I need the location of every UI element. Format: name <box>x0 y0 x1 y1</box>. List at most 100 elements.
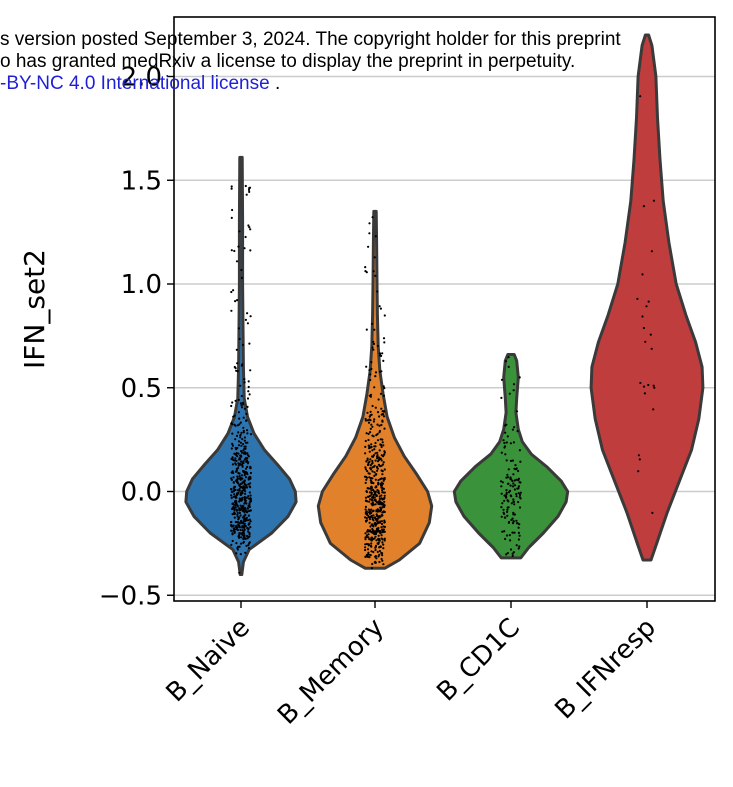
jitter-point <box>513 488 517 491</box>
jitter-point <box>377 534 380 537</box>
jitter-point <box>237 491 240 494</box>
jitter-point <box>363 475 367 478</box>
jitter-point <box>383 537 386 540</box>
jitter-point <box>365 535 368 539</box>
jitter-point <box>364 538 367 541</box>
jitter-point <box>642 326 646 330</box>
jitter-point <box>241 438 244 441</box>
watermark-line-3: -BY-NC 4.0 International license . <box>0 73 280 94</box>
jitter-point <box>381 559 384 562</box>
jitter-point <box>370 511 373 515</box>
jitter-point <box>380 520 383 523</box>
violin-B_CD1C <box>452 353 570 560</box>
jitter-point <box>367 514 370 517</box>
jitter-point <box>370 443 373 446</box>
jitter-point <box>518 496 521 499</box>
jitter-point <box>375 517 378 521</box>
jitter-point <box>382 543 385 546</box>
jitter-point <box>235 509 238 512</box>
jitter-point <box>367 461 370 464</box>
jitter-point <box>377 542 380 546</box>
jitter-point <box>380 552 383 555</box>
jitter-point <box>370 542 373 545</box>
jitter-point <box>233 365 236 369</box>
jitter-point <box>369 373 372 376</box>
jitter-point <box>518 545 521 548</box>
jitter-point <box>366 548 370 551</box>
jitter-point <box>380 557 383 561</box>
jitter-point <box>512 482 515 485</box>
jitter-point <box>379 307 382 310</box>
jitter-point <box>517 469 520 473</box>
license-link[interactable]: -BY-NC 4.0 International license <box>0 73 270 94</box>
jitter-point <box>235 552 238 555</box>
jitter-point <box>381 473 384 476</box>
jitter-point <box>242 416 245 419</box>
jitter-point <box>515 519 518 522</box>
jitter-point <box>518 523 521 526</box>
y-axis-label: IFN_set2 <box>18 249 51 369</box>
jitter-point <box>364 439 367 443</box>
jitter-point <box>237 411 240 414</box>
jitter-point <box>374 406 377 409</box>
jitter-point <box>237 472 240 475</box>
jitter-point <box>244 441 247 444</box>
jitter-point <box>381 489 384 492</box>
jitter-point <box>246 507 249 510</box>
jitter-point <box>365 542 369 546</box>
jitter-point <box>650 347 653 350</box>
jitter-point <box>375 513 378 516</box>
jitter-point <box>382 525 385 528</box>
jitter-point <box>376 411 380 414</box>
jitter-point <box>375 539 378 542</box>
jitter-point <box>507 491 511 494</box>
jitter-point <box>503 445 507 448</box>
jitter-point <box>365 517 368 520</box>
jitter-point <box>517 485 521 488</box>
jitter-point <box>637 470 640 473</box>
jitter-point <box>370 485 373 488</box>
jitter-point <box>230 488 233 491</box>
jitter-point <box>236 548 239 551</box>
jitter-point <box>238 508 241 511</box>
jitter-point <box>239 436 242 439</box>
jitter-point <box>248 505 251 509</box>
jitter-point <box>371 216 374 219</box>
violin-B_Memory <box>316 209 434 570</box>
jitter-point <box>365 555 369 558</box>
jitter-point <box>230 520 233 524</box>
jitter-point <box>364 543 367 546</box>
jitter-point <box>241 506 244 509</box>
jitter-point <box>369 427 372 430</box>
jitter-point <box>235 469 238 472</box>
jitter-point <box>517 500 520 504</box>
jitter-point <box>517 526 520 529</box>
jitter-point <box>237 440 241 443</box>
jitter-point <box>369 525 372 528</box>
jitter-point <box>381 498 384 501</box>
jitter-point <box>376 344 379 348</box>
jitter-point <box>380 464 383 467</box>
jitter-point <box>369 431 372 434</box>
jitter-point <box>230 525 234 528</box>
jitter-point <box>511 552 514 555</box>
jitter-point <box>505 441 508 444</box>
jitter-point <box>512 473 515 476</box>
jitter-point <box>503 494 506 497</box>
jitter-point <box>368 450 371 453</box>
jitter-point <box>239 463 242 466</box>
jitter-point <box>235 528 238 531</box>
jitter-point <box>248 509 251 513</box>
jitter-point <box>240 268 243 272</box>
jitter-point <box>641 315 644 318</box>
jitter-point <box>246 432 249 435</box>
y-tick-label-1: 0.0 <box>121 478 162 508</box>
jitter-point <box>381 413 385 416</box>
jitter-point <box>376 469 379 472</box>
jitter-point <box>230 477 233 480</box>
jitter-point <box>382 444 385 447</box>
jitter-point <box>366 470 369 473</box>
jitter-point <box>245 459 248 462</box>
jitter-point <box>381 531 384 534</box>
